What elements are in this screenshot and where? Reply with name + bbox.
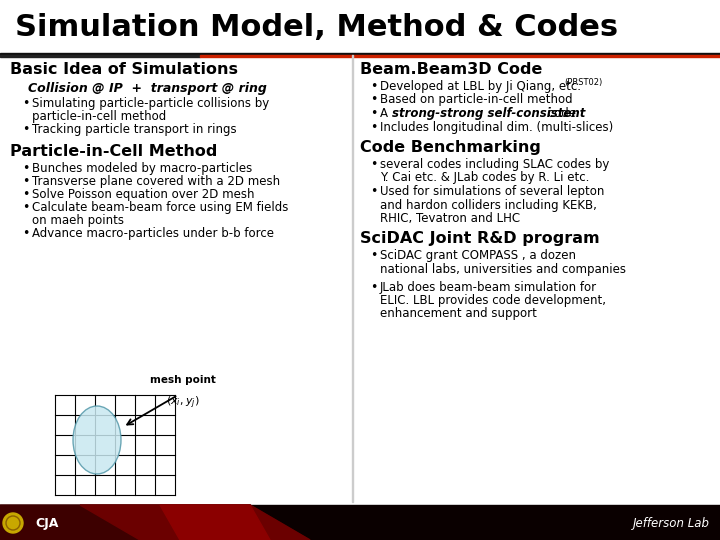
Text: Based on particle-in-cell method: Based on particle-in-cell method [380, 93, 572, 106]
Text: •: • [370, 120, 377, 133]
Text: CJA: CJA [35, 516, 58, 530]
Text: Simulation Model, Method & Codes: Simulation Model, Method & Codes [15, 12, 618, 42]
Text: and hardon colliders including KEKB,: and hardon colliders including KEKB, [380, 199, 597, 212]
Text: •: • [370, 80, 377, 93]
Bar [0, 55, 200, 57]
Text: mesh point: mesh point [150, 375, 216, 385]
Text: A: A [380, 107, 392, 120]
Bar [0, 53, 720, 55]
Text: •: • [370, 93, 377, 106]
Text: •: • [370, 185, 377, 198]
Text: •: • [370, 158, 377, 171]
Text: Simulating particle-particle collisions by: Simulating particle-particle collisions … [32, 97, 269, 110]
Text: Used for simulations of several lepton: Used for simulations of several lepton [380, 185, 604, 198]
Text: •: • [22, 175, 30, 188]
Text: Solve Poisson equation over 2D mesh: Solve Poisson equation over 2D mesh [32, 188, 254, 201]
Text: Calculate beam-beam force using EM fields: Calculate beam-beam force using EM field… [32, 201, 289, 214]
Bar [0, 0, 720, 53]
Text: Collision @ IP  +  transport @ ring: Collision @ IP + transport @ ring [28, 82, 267, 95]
Polygon shape [80, 505, 310, 540]
Text: Bunches modeled by macro-particles: Bunches modeled by macro-particles [32, 162, 252, 175]
Polygon shape [0, 505, 310, 540]
Text: RHIC, Tevatron and LHC: RHIC, Tevatron and LHC [380, 212, 520, 225]
Bar [352, 55, 353, 502]
Text: strong-strong self-consistent: strong-strong self-consistent [392, 107, 585, 120]
Text: Transverse plane covered with a 2D mesh: Transverse plane covered with a 2D mesh [32, 175, 280, 188]
Text: •: • [22, 188, 30, 201]
Text: Advance macro-particles under b-b force: Advance macro-particles under b-b force [32, 227, 274, 240]
Bar [0, 505, 720, 540]
Text: •: • [370, 249, 377, 262]
Text: •: • [370, 107, 377, 120]
Text: on maeh points: on maeh points [32, 214, 124, 227]
Text: Includes longitudinal dim. (multi-slices): Includes longitudinal dim. (multi-slices… [380, 120, 613, 133]
Text: ELIC. LBL provides code development,: ELIC. LBL provides code development, [380, 294, 606, 307]
Text: Tracking particle transport in rings: Tracking particle transport in rings [32, 123, 237, 136]
Text: Basic Idea of Simulations: Basic Idea of Simulations [10, 62, 238, 77]
Text: •: • [22, 201, 30, 214]
Bar [200, 55, 720, 57]
Text: •: • [22, 162, 30, 175]
Text: several codes including SLAC codes by: several codes including SLAC codes by [380, 158, 609, 171]
Text: code: code [544, 107, 576, 120]
Text: JLab does beam-beam simulation for: JLab does beam-beam simulation for [380, 280, 597, 294]
Text: •: • [22, 97, 30, 110]
Text: (PRST02): (PRST02) [564, 78, 602, 87]
Text: $(x_i, y_j)$: $(x_i, y_j)$ [166, 395, 199, 411]
Circle shape [3, 513, 23, 533]
Text: Beam.Beam3D Code: Beam.Beam3D Code [360, 62, 542, 77]
Text: Jefferson Lab: Jefferson Lab [633, 516, 710, 530]
Text: Code Benchmarking: Code Benchmarking [360, 140, 541, 155]
Text: Particle-in-Cell Method: Particle-in-Cell Method [10, 144, 217, 159]
Text: national labs, universities and companies: national labs, universities and companie… [380, 263, 626, 276]
Text: •: • [22, 227, 30, 240]
Text: SciDAC Joint R&D program: SciDAC Joint R&D program [360, 232, 600, 246]
Text: Developed at LBL by Ji Qiang, etc.: Developed at LBL by Ji Qiang, etc. [380, 80, 581, 93]
Text: particle-in-cell method: particle-in-cell method [32, 110, 166, 123]
Text: Y. Cai etc. & JLab codes by R. Li etc.: Y. Cai etc. & JLab codes by R. Li etc. [380, 172, 590, 185]
Text: •: • [22, 123, 30, 136]
Text: SciDAC grant COMPASS , a dozen: SciDAC grant COMPASS , a dozen [380, 249, 576, 262]
Text: enhancement and support: enhancement and support [380, 307, 537, 321]
Text: •: • [370, 280, 377, 294]
Ellipse shape [73, 406, 121, 474]
Polygon shape [160, 505, 270, 540]
